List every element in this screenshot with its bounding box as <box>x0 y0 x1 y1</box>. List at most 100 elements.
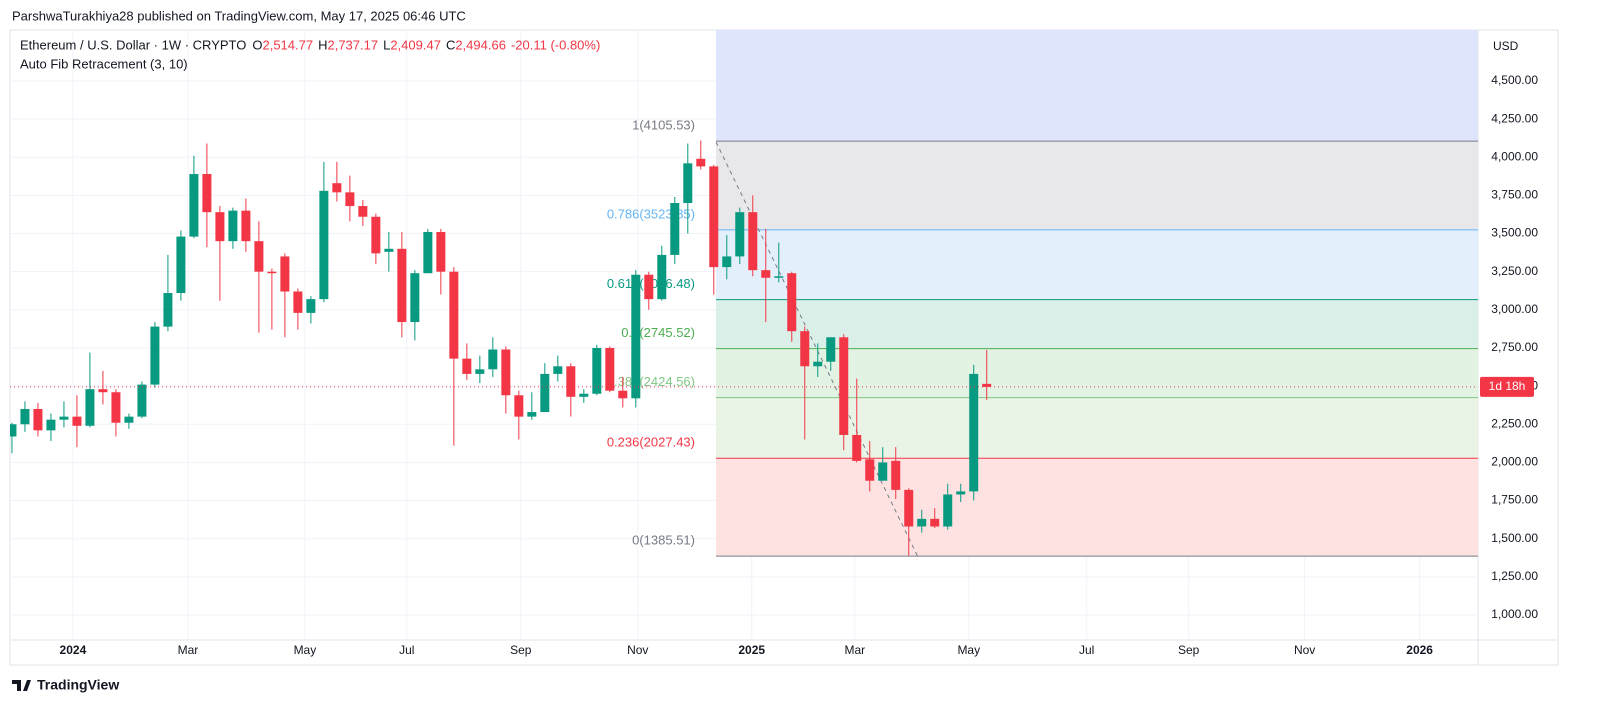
candle-body <box>176 236 186 294</box>
candle <box>423 228 433 274</box>
candle-body <box>332 183 342 193</box>
y-tick-label: 4,000.00 <box>1491 149 1538 163</box>
candle-body <box>826 337 836 362</box>
candle-body <box>904 489 914 527</box>
candle <box>644 271 654 310</box>
candle <box>111 389 121 437</box>
ohlc-value: 2,514.77 <box>262 37 313 52</box>
candle-body <box>254 241 264 272</box>
fib-zone <box>716 30 1478 142</box>
x-tick-label: Jul <box>399 643 414 657</box>
candle-body <box>514 395 524 417</box>
candle-body <box>852 434 862 461</box>
candle-body <box>956 491 966 495</box>
candle <box>930 508 940 529</box>
ohlc-key: L <box>383 37 390 52</box>
candle <box>384 232 394 272</box>
candle <box>709 164 719 295</box>
candle <box>722 235 732 280</box>
candle <box>917 509 927 533</box>
candle-body <box>969 373 979 492</box>
candle <box>969 364 979 501</box>
candle-body <box>202 174 212 213</box>
publish-info: ParshwaTurakhiya28 published on TradingV… <box>12 8 466 23</box>
ohlc-value: 2,494.66 <box>455 37 506 52</box>
candle-body <box>189 174 199 237</box>
candle-body <box>748 212 758 271</box>
candle <box>514 390 524 440</box>
candle-body <box>267 271 277 274</box>
y-tick-label: 2,750.00 <box>1491 340 1538 354</box>
candle-body <box>774 276 784 278</box>
candle-body <box>449 271 459 359</box>
candle-body <box>891 460 901 490</box>
candle-body <box>358 206 368 217</box>
candle <box>150 322 160 388</box>
candle <box>761 228 771 323</box>
candle-body <box>280 256 290 292</box>
candle-body <box>124 416 134 423</box>
candle <box>33 402 43 437</box>
candle-body <box>33 408 43 431</box>
candle <box>228 207 238 249</box>
brand: TradingView <box>37 677 119 693</box>
candle-body <box>59 416 69 420</box>
candle <box>904 488 914 556</box>
legend: Ethereum / U.S. Dollar · 1W · CRYPTO Aut… <box>20 37 600 71</box>
x-tick-label: Mar <box>178 643 199 657</box>
fib-level-label: 0.786(3523.85) <box>607 206 695 221</box>
fib-level-label: 0.382(2424.56) <box>607 374 695 389</box>
candle-body <box>228 210 238 242</box>
candle-body <box>20 408 30 425</box>
candle <box>85 352 95 428</box>
candle-body <box>527 412 537 417</box>
candle-body <box>631 274 641 399</box>
candle <box>267 268 277 330</box>
candle <box>176 230 186 301</box>
y-tick-label: 4,250.00 <box>1491 111 1538 125</box>
candle <box>46 413 56 442</box>
candle <box>449 267 459 446</box>
candle <box>254 221 264 333</box>
candle-body <box>98 389 108 393</box>
candle-body <box>293 291 303 313</box>
candle <box>345 175 355 222</box>
x-tick-label: 2025 <box>738 643 765 657</box>
y-tick-label: 3,750.00 <box>1491 188 1538 202</box>
candle <box>670 196 680 265</box>
candle <box>436 228 446 295</box>
candle <box>852 378 862 463</box>
candle <box>618 376 628 408</box>
x-tick-label: 2026 <box>1406 643 1433 657</box>
x-tick-label: Mar <box>844 643 865 657</box>
candle-body <box>709 166 719 268</box>
candle <box>800 326 810 440</box>
fib-trend-line <box>715 141 919 558</box>
candle-body <box>878 462 888 481</box>
candle-body <box>371 216 381 254</box>
candle-body <box>865 459 875 481</box>
candle-body <box>917 518 927 527</box>
currency: USD <box>1493 39 1519 53</box>
candle <box>10 422 17 454</box>
current-price-box <box>1480 376 1534 397</box>
candle <box>306 296 316 324</box>
candle-body <box>605 347 615 391</box>
candle-body <box>670 203 680 255</box>
candle-body <box>813 361 823 367</box>
ohlc-key: O <box>252 37 262 52</box>
candle-body <box>943 494 953 527</box>
candle-body <box>306 299 316 313</box>
candle <box>826 337 836 371</box>
candle-body <box>10 424 17 437</box>
candle-body <box>163 293 173 327</box>
candle-body <box>150 326 160 385</box>
y-tick-label: 3,250.00 <box>1491 264 1538 278</box>
candle-body <box>657 254 667 300</box>
y-tick-label: 2,250.00 <box>1491 416 1538 430</box>
candle <box>137 381 147 419</box>
y-tick-label: 3,500.00 <box>1491 226 1538 240</box>
candle-body <box>930 518 940 527</box>
candle <box>332 161 342 202</box>
candle-body <box>436 232 446 272</box>
